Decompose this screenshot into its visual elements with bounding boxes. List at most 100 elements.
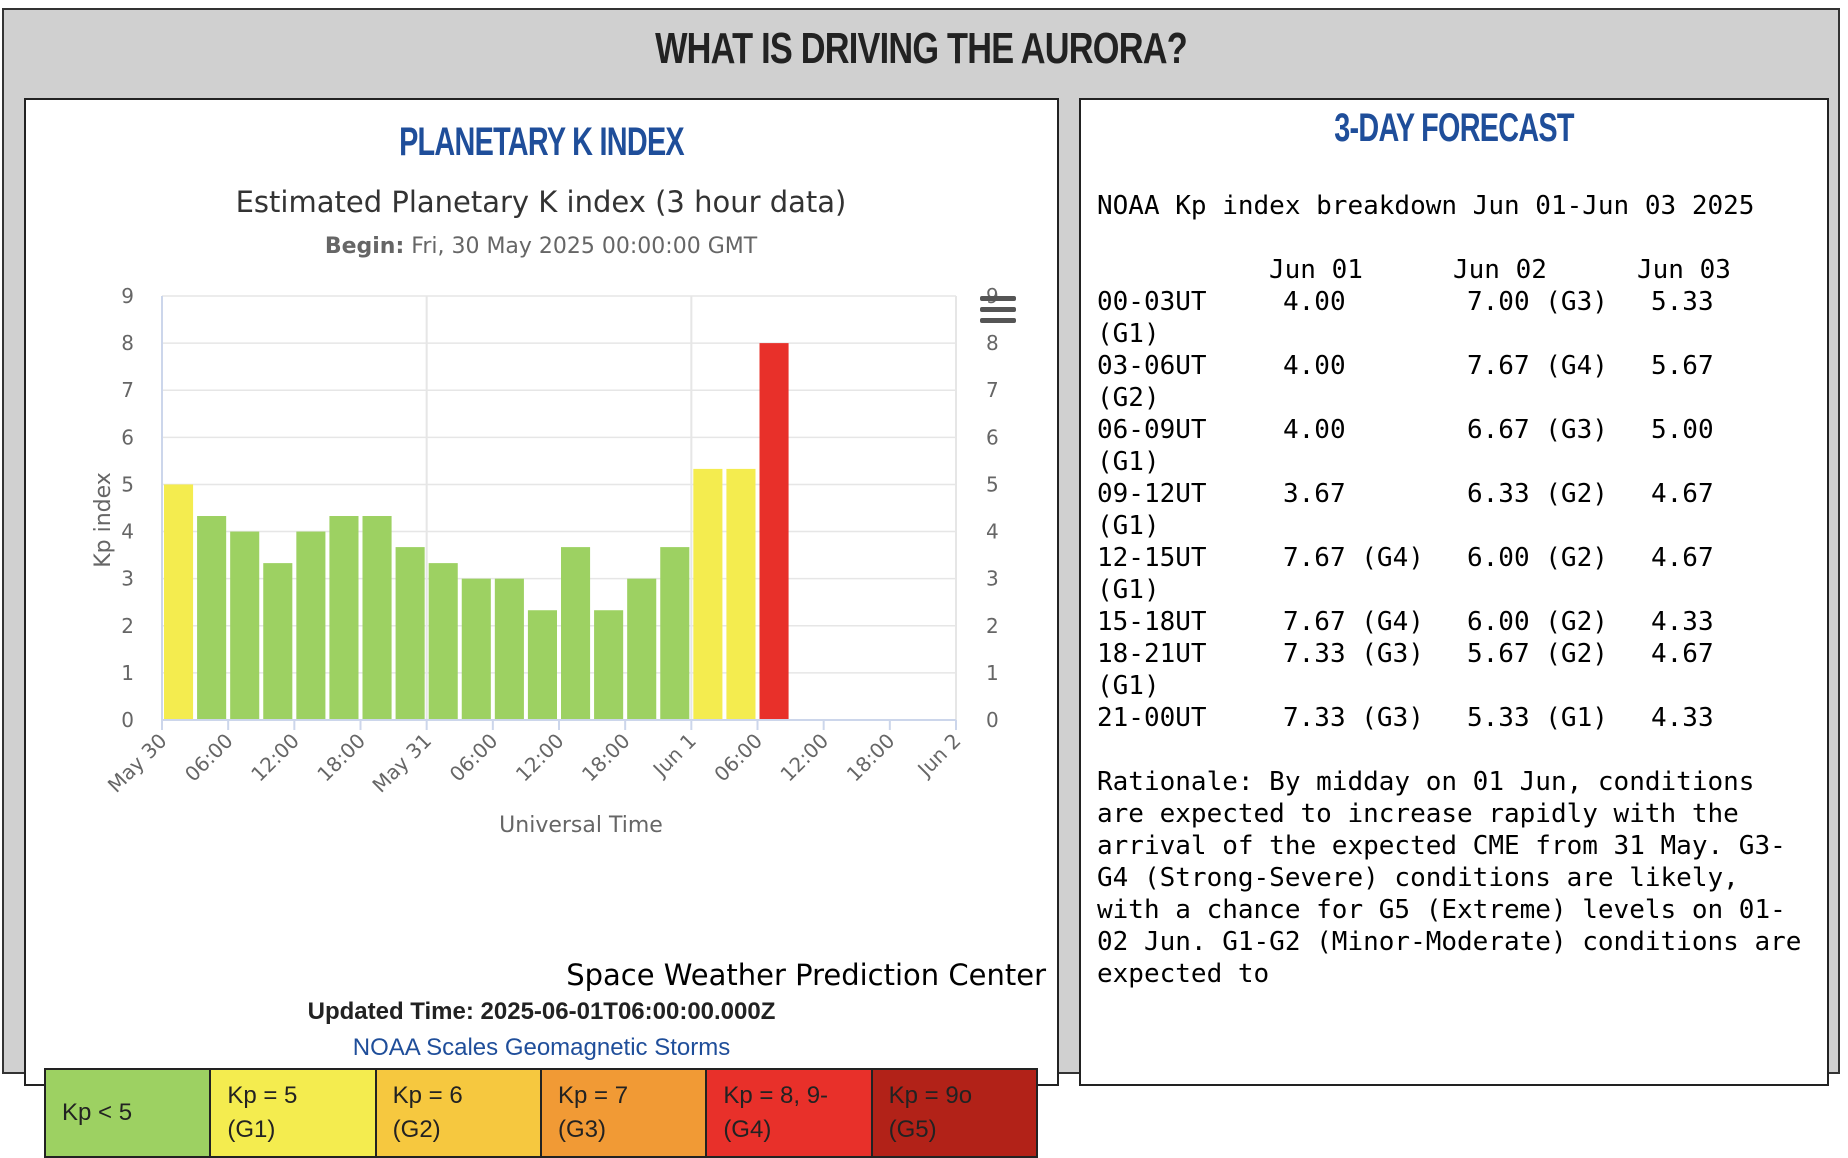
forecast-value: 4.33 [1651,607,1714,637]
x-tick-label: May 31 [368,729,437,798]
y-axis-title: Kp index [91,472,116,568]
forecast-row: 12-15UT 7.67 (G4) 6.00 (G2) 4.67 (G1) [1097,542,1817,606]
kp-bar [660,547,690,720]
forecast-value: 7.00 (G3) [1467,287,1608,317]
y-tick-label-left: 3 [121,567,134,591]
x-axis-title: Universal Time [499,813,663,838]
x-tick-label: 18:00 [842,729,900,787]
legend-item-label: Kp = 5 [227,1082,298,1109]
y-tick-label-left: 9 [121,284,134,308]
legend-item-label: Kp = 6 [392,1082,463,1109]
legend-item: Kp < 5 [46,1070,212,1156]
forecast-value: 6.00 (G2) [1467,607,1608,637]
legend-item-label: Kp = 8, 9- (G4) [723,1082,829,1143]
forecast-row: 15-18UT 7.67 (G4) 6.00 (G2) 4.33 [1097,606,1817,638]
y-tick-label-right: 0 [986,708,999,732]
forecast-row: 18-21UT 7.33 (G3) 5.67 (G2) 4.67 (G1) [1097,638,1817,702]
forecast-time-slot: 15-18UT [1097,607,1207,637]
forecast-panel-title: 3-DAY FORECAST [1334,106,1574,150]
forecast-value-scale: (G1) [1097,447,1160,477]
y-tick-label-right: 2 [986,614,999,638]
x-tick-label: 18:00 [312,729,370,787]
forecast-column-label: Jun 02 [1453,255,1547,285]
forecast-value: 3.67 [1283,479,1346,509]
kp-bar [428,563,458,720]
kp-scale-legend: Kp < 5 Kp = 5 (G1) Kp = 6 (G2) Kp = 7 (G3) Kp =… [44,1068,1038,1158]
forecast-value: 6.33 (G2) [1467,479,1608,509]
kp-bar [759,343,789,720]
kp-bar [693,468,723,720]
forecast-value: 5.67 (G2) [1467,639,1608,669]
forecast-value: 7.33 (G3) [1283,639,1424,669]
forecast-column-label: Jun 03 [1637,255,1731,285]
legend-item-scale: (G3) [557,1116,606,1143]
forecast-time-slot: 21-00UT [1097,703,1207,733]
forecast-row: 21-00UT 7.33 (G3) 5.33 (G1) 4.33 [1097,702,1817,734]
forecast-column-header: Jun 01 Jun 02 Jun 03 [1097,254,1817,286]
y-tick-label-left: 1 [121,661,134,685]
forecast-value: 5.33 [1651,287,1714,317]
forecast-row: 06-09UT 4.00 6.67 (G3) 5.00 (G1) [1097,414,1817,478]
forecast-row: 00-03UT 4.00 7.00 (G3) 5.33 (G1) [1097,286,1817,350]
kp-bar [362,516,392,720]
chart-subtitle-label: Begin: [325,234,404,259]
kp-index-panel: PLANETARY K INDEX Estimated Planetary K … [24,98,1059,1158]
kp-bar [527,610,557,720]
forecast-value: 7.67 (G4) [1467,351,1608,381]
forecast-column-label: Jun 01 [1269,255,1363,285]
forecast-row: 09-12UT 3.67 6.33 (G2) 4.67 (G1) [1097,478,1817,542]
forecast-value-scale: (G1) [1097,511,1160,541]
kp-bar [197,516,227,720]
forecast-value: 4.67 [1651,543,1714,573]
chart-subtitle: Begin: Fri, 30 May 2025 00:00:00 GMT [325,234,758,259]
kp-bar [230,531,260,720]
legend-item-label: Kp = 9o [888,1082,973,1109]
forecast-panel: 3-DAY FORECAST NOAA Kp index breakdown J… [1079,98,1829,1086]
legend-item: Kp = 7 (G3) [541,1070,708,1156]
forecast-value: 6.00 (G2) [1467,543,1608,573]
forecast-heading: NOAA Kp index breakdown Jun 01-Jun 03 20… [1097,191,1755,221]
forecast-value-scale: (G1) [1097,319,1160,349]
legend-item: Kp = 6 (G2) [376,1070,542,1156]
forecast-rationale: Rationale: By midday on 01 Jun, conditio… [1097,767,1802,989]
x-tick-label: Jun 2 [912,729,966,783]
legend-item-label: Kp = 7 [557,1082,629,1109]
legend-item-label: Kp < 5 [62,1099,133,1126]
forecast-table: 00-03UT 4.00 7.00 (G3) 5.33 (G1) 03-06UT 4.00 7… [1097,286,1817,734]
forecast-time-slot: 09-12UT [1097,479,1207,509]
forecast-value-scale: (G1) [1097,671,1160,701]
y-tick-label-left: 7 [121,378,134,402]
y-tick-label-left: 0 [121,708,134,732]
y-tick-label-right: 5 [986,472,999,496]
forecast-time-slot: 18-21UT [1097,639,1207,669]
forecast-time-slot: 12-15UT [1097,543,1207,573]
y-tick-label-right: 8 [986,331,999,355]
noaa-scales-link[interactable]: NOAA Scales Geomagnetic Storms [352,1034,731,1061]
y-tick-label-left: 4 [121,520,134,544]
chart-source-credit: Space Weather Prediction Center [566,958,1046,992]
forecast-value: 4.33 [1651,703,1714,733]
y-tick-label-right: 6 [986,425,999,449]
x-tick-label: 06:00 [445,729,503,787]
kp-bar [594,610,624,720]
y-tick-label-right: 7 [986,378,999,402]
forecast-value: 5.67 [1651,351,1714,381]
forecast-value: 7.67 (G4) [1283,543,1424,573]
legend-item-scale: (G1) [227,1116,276,1143]
kp-bar [461,578,491,720]
forecast-value: 6.67 (G3) [1467,415,1608,445]
y-tick-label-left: 6 [121,425,134,449]
forecast-text: NOAA Kp index breakdown Jun 01-Jun 03 20… [1097,190,1817,992]
page-title: WHAT IS DRIVING THE AURORA? [655,24,1188,73]
legend-item-scale: (G2) [392,1116,441,1143]
x-tick-label: 06:00 [180,729,238,787]
forecast-value-scale: (G2) [1097,383,1160,413]
chart-menu-icon[interactable] [980,296,1016,326]
x-tick-label: 18:00 [577,729,635,787]
x-tick-label: 12:00 [246,729,304,787]
kp-bar [494,578,524,720]
y-tick-label-left: 8 [121,331,134,355]
y-tick-label-right: 4 [986,520,999,544]
chart-subtitle-value: Fri, 30 May 2025 00:00:00 GMT [404,234,757,259]
x-tick-label: May 30 [103,729,172,798]
